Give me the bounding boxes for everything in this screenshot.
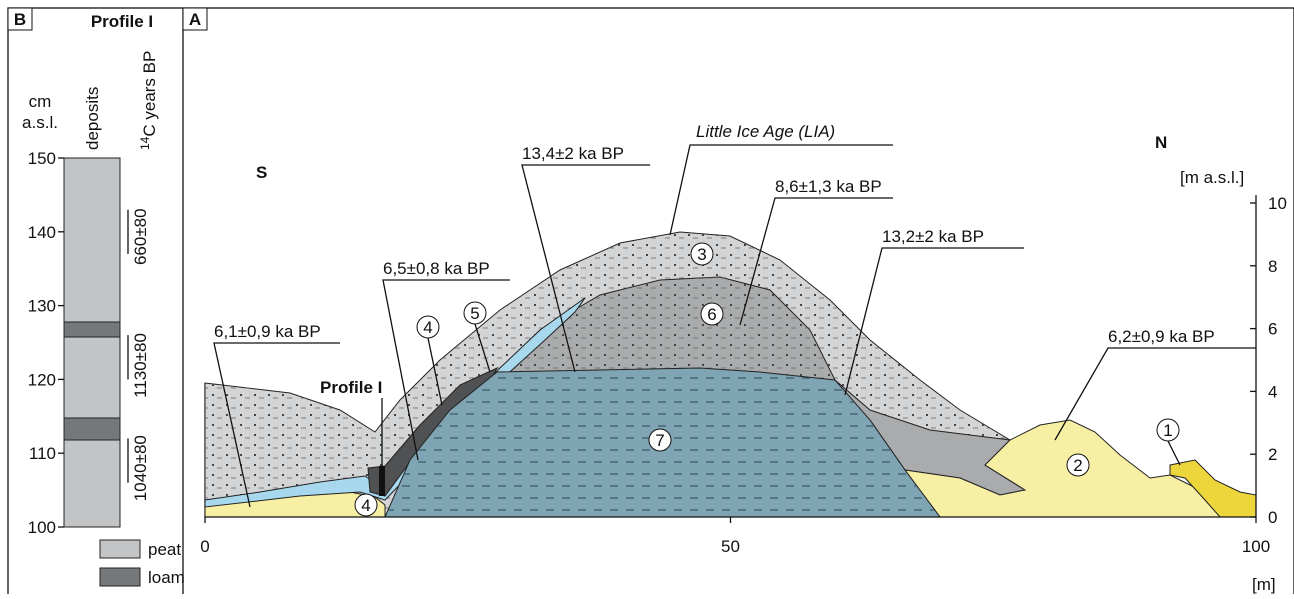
y-tick-label: 2: [1268, 445, 1277, 464]
superscript: 14: [138, 136, 152, 150]
age-label: 8,6±1,3 ka BP: [775, 177, 882, 196]
leader: [1168, 441, 1180, 465]
unit-number: 7: [655, 431, 664, 450]
date-label: 1040±80: [131, 435, 150, 501]
direction-label: N: [1155, 133, 1167, 152]
unit-number: 3: [697, 245, 706, 264]
legend-label: peat: [148, 540, 181, 559]
y-tick-label: 0: [1268, 508, 1277, 527]
y-tick-label: 8: [1268, 257, 1277, 276]
figure: B A Profile I cm a.s.l. deposits 14C yea…: [0, 0, 1294, 594]
direction-label: S: [256, 163, 267, 182]
y-tick-label: 6: [1268, 320, 1277, 339]
y-tick-label: 140: [28, 223, 56, 242]
axis-label: cm: [29, 92, 52, 111]
loam-layer: [64, 322, 120, 337]
date-label: 1130±80: [131, 333, 150, 398]
y-tick-label: 130: [28, 297, 56, 316]
annotation: Little Ice Age (LIA): [696, 122, 835, 141]
x-tick-label: 0: [200, 537, 209, 556]
cross-section: [205, 232, 1256, 517]
panel-label: B: [14, 10, 26, 29]
peat-column: [64, 158, 120, 527]
leader: [1055, 348, 1256, 440]
age-label: 6,2±0,9 ka BP: [1108, 327, 1215, 346]
legend-swatch: [100, 568, 140, 586]
unit-number: 4: [361, 496, 370, 515]
title: Profile I: [91, 12, 153, 31]
loam-layer: [64, 418, 120, 440]
y-tick-label: 120: [28, 370, 56, 389]
y-tick-label: 4: [1268, 382, 1277, 401]
unit-number: 5: [470, 304, 479, 323]
unit-number: 1: [1163, 421, 1172, 440]
age-label: 6,1±0,9 ka BP: [214, 322, 321, 341]
panel-label: A: [189, 10, 201, 29]
y-tick-label: 100: [28, 518, 56, 537]
unit-number: 4: [423, 318, 432, 337]
y-tick-label: 10: [1268, 194, 1287, 213]
unit-number: 2: [1073, 456, 1082, 475]
axis-unit: [m a.s.l.]: [1180, 168, 1244, 187]
axis-label: a.s.l.: [22, 113, 58, 132]
axis-unit: [m]: [1252, 575, 1276, 594]
date-label: 660±80: [131, 208, 150, 265]
legend-label: loam: [148, 568, 185, 587]
y-tick-label: 110: [29, 444, 56, 463]
column-header: deposits: [83, 87, 102, 150]
header-text: C years BP: [140, 51, 159, 137]
unit-number: 6: [707, 305, 716, 324]
profile-marker: [379, 466, 385, 496]
profile-label: Profile I: [320, 378, 382, 397]
legend-swatch: [100, 540, 140, 558]
y-tick-label: 150: [28, 149, 56, 168]
column-header: 14C years BP: [138, 51, 159, 150]
x-tick-label: 50: [721, 537, 740, 556]
age-label: 13,4±2 ka BP: [522, 144, 624, 163]
x-tick-label: 100: [1242, 537, 1270, 556]
age-label: 6,5±0,8 ka BP: [383, 259, 490, 278]
age-label: 13,2±2 ka BP: [882, 227, 984, 246]
